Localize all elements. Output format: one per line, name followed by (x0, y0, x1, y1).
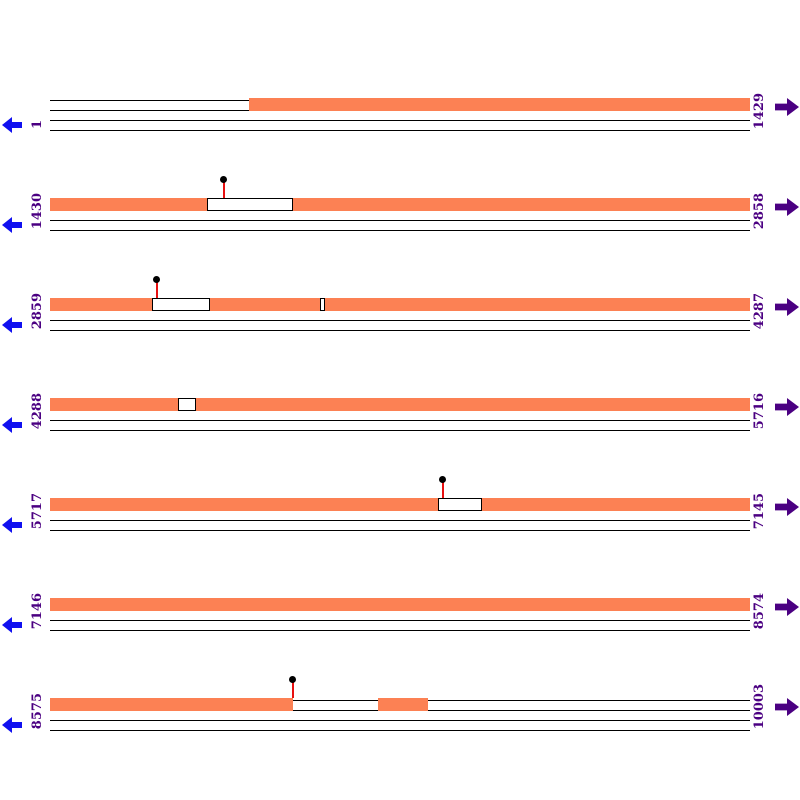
strand-line (50, 730, 750, 731)
feature-bar[interactable] (378, 698, 428, 711)
strand-line (50, 220, 750, 221)
row-start-coordinate: 1 (30, 119, 45, 129)
feature-bar[interactable] (50, 598, 750, 611)
marker-dot-icon[interactable] (220, 176, 227, 183)
feature-bar[interactable] (50, 498, 438, 511)
next-segment-arrow-icon[interactable] (775, 198, 799, 216)
row-end-coordinate: 5716 (752, 392, 767, 429)
gap-box[interactable] (178, 398, 196, 411)
feature-bar[interactable] (293, 198, 750, 211)
prev-segment-arrow-icon[interactable] (2, 217, 22, 233)
row-start-coordinate: 7146 (30, 592, 45, 629)
next-segment-arrow-icon[interactable] (775, 398, 799, 416)
marker-stem-line (156, 282, 158, 298)
row-end-coordinate: 1429 (752, 92, 767, 129)
row-end-coordinate: 7145 (752, 492, 767, 529)
feature-bar[interactable] (210, 298, 320, 311)
row-end-coordinate: 2858 (752, 192, 767, 229)
prev-segment-arrow-icon[interactable] (2, 117, 22, 133)
feature-bar[interactable] (50, 298, 152, 311)
prev-segment-arrow-icon[interactable] (2, 417, 22, 433)
feature-bar[interactable] (482, 498, 750, 511)
row-start-coordinate: 4288 (30, 392, 45, 429)
gap-box[interactable] (207, 198, 293, 211)
next-segment-arrow-icon[interactable] (775, 298, 799, 316)
marker-dot-icon[interactable] (153, 276, 160, 283)
prev-segment-arrow-icon[interactable] (2, 317, 22, 333)
row-end-coordinate: 10003 (752, 683, 767, 729)
strand-line (50, 320, 750, 321)
row-start-coordinate: 2859 (30, 292, 45, 329)
marker-stem-line (442, 482, 444, 498)
feature-bar[interactable] (50, 698, 293, 711)
feature-bar[interactable] (50, 198, 207, 211)
row-start-coordinate: 8575 (30, 692, 45, 729)
row-end-coordinate: 8574 (752, 592, 767, 629)
gap-box[interactable] (152, 298, 210, 311)
strand-line (50, 630, 750, 631)
strand-line (50, 130, 750, 131)
gap-box[interactable] (438, 498, 482, 511)
marker-stem-line (223, 182, 225, 198)
strand-line (50, 330, 750, 331)
strand-line (50, 530, 750, 531)
strand-line (50, 620, 750, 621)
prev-segment-arrow-icon[interactable] (2, 717, 22, 733)
feature-bar[interactable] (50, 398, 178, 411)
row-start-coordinate: 1430 (30, 192, 45, 229)
strand-line (50, 120, 750, 121)
feature-bar[interactable] (325, 298, 750, 311)
strand-line (50, 230, 750, 231)
prev-segment-arrow-icon[interactable] (2, 617, 22, 633)
marker-dot-icon[interactable] (289, 676, 296, 683)
strand-line (50, 420, 750, 421)
marker-stem-line (292, 682, 294, 698)
row-start-coordinate: 5717 (30, 492, 45, 529)
next-segment-arrow-icon[interactable] (775, 698, 799, 716)
strand-line (50, 520, 750, 521)
row-end-coordinate: 4287 (752, 292, 767, 329)
next-segment-arrow-icon[interactable] (775, 598, 799, 616)
feature-bar[interactable] (249, 98, 750, 111)
feature-bar[interactable] (196, 398, 750, 411)
marker-dot-icon[interactable] (439, 476, 446, 483)
strand-line (50, 430, 750, 431)
next-segment-arrow-icon[interactable] (775, 98, 799, 116)
strand-line (50, 720, 750, 721)
prev-segment-arrow-icon[interactable] (2, 517, 22, 533)
next-segment-arrow-icon[interactable] (775, 498, 799, 516)
gap-box[interactable] (320, 298, 325, 311)
